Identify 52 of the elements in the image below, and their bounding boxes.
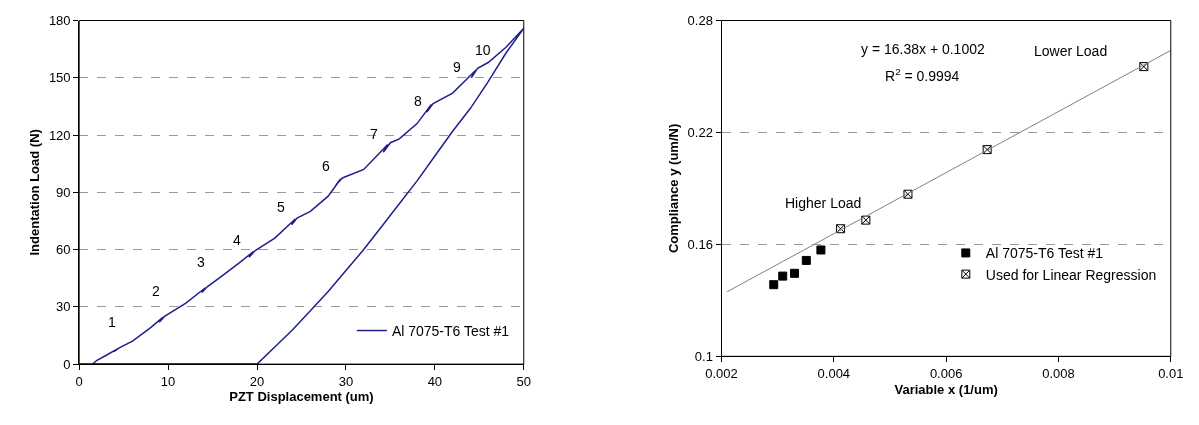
annotation: 5 <box>277 199 285 215</box>
x-tick-label: 50 <box>516 373 532 389</box>
x-tick-label: 0 <box>75 373 83 389</box>
x-axis-title: PZT Displacement (um) <box>229 389 374 405</box>
annotation: 2 <box>152 283 160 299</box>
annotation: 8 <box>414 93 422 109</box>
x-tick-label: 30 <box>338 373 354 389</box>
x-tick-label: 0.006 <box>929 365 963 381</box>
y-tick-label: 60 <box>56 242 71 258</box>
point <box>982 145 992 155</box>
annotation: R$^{2}$ = 0.9994 <box>885 66 960 84</box>
annotation: 9 <box>453 59 461 75</box>
annotation: 1 <box>108 314 116 330</box>
legend-label: Used for Linear Regression <box>985 266 1157 283</box>
y-tick-label: 0.22 <box>687 125 713 141</box>
y-tick-label: 30 <box>56 299 71 315</box>
y-tick-label: 0.1 <box>694 348 713 364</box>
y-tick-label: 90 <box>56 184 71 200</box>
point <box>769 280 779 290</box>
y-axis-title: Compliance y (um/N) <box>665 123 681 254</box>
annotation: 3 <box>197 254 205 270</box>
legend-label: Al 7075-T6 Test #1 <box>391 322 510 339</box>
x-tick-label: 0.004 <box>817 365 851 381</box>
point <box>861 215 871 225</box>
point <box>790 268 800 278</box>
y-tick-label: 120 <box>48 127 71 143</box>
annotation: 10 <box>475 42 491 58</box>
y-tick-label: 0.28 <box>687 13 713 29</box>
legend-label: Al 7075-T6 Test #1 <box>985 245 1104 262</box>
point <box>836 224 846 234</box>
annotation: 6 <box>322 158 330 174</box>
x-tick-label: 20 <box>249 373 265 389</box>
annotation: 7 <box>370 126 378 142</box>
x-tick-label: 0.002 <box>705 365 738 381</box>
point <box>816 245 826 255</box>
x-tick-label: 0.008 <box>1042 365 1075 381</box>
x-tick-label: 40 <box>427 373 443 389</box>
point <box>778 271 788 281</box>
x-tick-label: 10 <box>160 373 176 389</box>
annotation: 4 <box>233 232 241 248</box>
x-axis-title: Variable x (1/um) <box>894 381 998 397</box>
y-tick-label: 0.16 <box>687 236 713 252</box>
x-tick-label: 0.01 <box>1158 365 1184 381</box>
y-tick-label: 150 <box>48 70 71 86</box>
y-tick-label: 180 <box>48 13 71 29</box>
y-axis-title: Indentation Load (N) <box>26 129 42 256</box>
annotation: y = 16.38x + 0.1002 <box>861 41 985 57</box>
annotation: Higher Load <box>785 195 862 211</box>
point <box>1139 62 1149 72</box>
annotation: Lower Load <box>1034 43 1108 59</box>
point <box>903 189 913 199</box>
point <box>801 255 811 265</box>
